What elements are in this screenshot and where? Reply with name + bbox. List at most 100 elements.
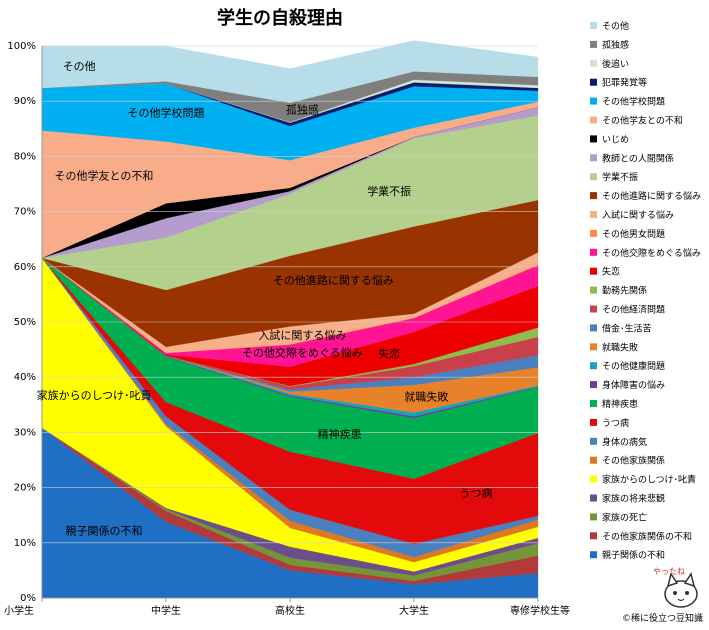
area-label-series-7: うつ病 xyxy=(460,486,493,500)
legend-label: 精神疾患 xyxy=(602,398,638,410)
legend-swatch xyxy=(590,135,597,143)
legend-item: 学業不振 xyxy=(590,171,638,183)
legend-swatch xyxy=(590,513,597,521)
area-label-series-20: 学業不振 xyxy=(367,184,411,198)
legend-swatch xyxy=(590,267,597,275)
legend-swatch xyxy=(590,343,597,351)
y-tick-label: 90% xyxy=(14,96,36,107)
legend-label: その他進路に関する悩み xyxy=(602,190,701,202)
legend-swatch xyxy=(590,97,597,105)
legend-item: 勤務先関係 xyxy=(590,285,647,297)
legend-swatch xyxy=(590,154,597,162)
legend-label: 学業不振 xyxy=(602,171,638,183)
legend-item: 家族の将来悲観 xyxy=(590,493,665,505)
legend-swatch xyxy=(590,211,597,218)
legend-label: 家族の将来悲観 xyxy=(602,493,665,505)
legend-label: その他家族関係 xyxy=(602,455,665,467)
area-label-series-24: その他学校問題 xyxy=(128,106,205,120)
legend-swatch xyxy=(590,59,597,67)
legend-item: 精神疾患 xyxy=(590,398,638,410)
legend-swatch xyxy=(590,324,597,332)
legend-swatch xyxy=(590,229,597,237)
legend-swatch xyxy=(590,456,597,464)
legend-swatch xyxy=(590,400,597,407)
legend-swatch xyxy=(590,305,597,313)
area-label-series-15: 失恋 xyxy=(378,347,400,361)
axes: 0% 10% 20% 30% 40% 50% 60% 70% 80% 90% 100% 小学生 中学生 高… xyxy=(4,41,570,617)
legend-label: いじめ xyxy=(602,134,629,145)
y-tick-label: 20% xyxy=(14,483,36,494)
legend-item: その他学校問題 xyxy=(590,96,665,108)
legend-label: 就職失敗 xyxy=(602,341,638,353)
area-label-series-27: 孤独感 xyxy=(286,104,319,117)
legend-swatch xyxy=(590,362,597,370)
legend-item: 孤独感 xyxy=(590,39,629,51)
legend-item: 身体障害の悩み xyxy=(590,379,665,391)
legend-label: 犯罪発覚等 xyxy=(602,77,647,89)
area-label-series-8: 精神疾患 xyxy=(318,427,362,441)
legend-label: 身体障害の悩み xyxy=(602,379,665,391)
legend-swatch xyxy=(590,40,597,48)
area-series-28 xyxy=(41,40,539,104)
legend: その他孤独感後追い犯罪発覚等その他学校問題その他学友との不和いじめ教師との人間関… xyxy=(590,20,701,561)
legend-item: その他家族関係 xyxy=(590,455,665,467)
legend-item: 失恋 xyxy=(590,266,620,278)
y-tick-label: 0% xyxy=(20,593,36,604)
legend-swatch xyxy=(590,248,597,256)
legend-label: 入試に関する悩み xyxy=(602,209,674,221)
x-tick-label: 小学生 xyxy=(4,604,34,617)
legend-swatch xyxy=(590,173,597,181)
chart-title: 学生の自殺理由 xyxy=(217,8,343,29)
legend-label: 教師との人間関係 xyxy=(602,152,674,164)
area-label-series-0: 親子関係の不和 xyxy=(66,524,143,537)
area-label-series-23: その他学友との不和 xyxy=(55,169,154,183)
legend-swatch xyxy=(590,78,597,86)
legend-item: いじめ xyxy=(590,134,629,145)
legend-swatch xyxy=(590,418,597,426)
legend-swatch xyxy=(590,494,597,502)
legend-swatch xyxy=(590,22,597,29)
area-layers xyxy=(41,40,539,599)
x-tick-label: 高校生 xyxy=(275,604,305,617)
area-label-series-4: 家族からのしつけ･叱責 xyxy=(37,388,152,402)
x-tick-label: 中学生 xyxy=(151,604,181,617)
legend-label: 孤独感 xyxy=(602,39,629,51)
legend-item: 家族の死亡 xyxy=(590,511,647,523)
legend-label: その他男女問題 xyxy=(602,228,665,240)
legend-label: うつ病 xyxy=(602,417,629,429)
legend-item: 身体の病気 xyxy=(590,436,647,448)
legend-item: その他学友との不和 xyxy=(590,115,683,127)
legend-item: その他男女問題 xyxy=(590,228,665,240)
y-tick-label: 100% xyxy=(7,41,36,52)
legend-label: その他経済問題 xyxy=(602,304,665,316)
legend-swatch xyxy=(590,381,597,389)
legend-item: 犯罪発覚等 xyxy=(590,77,647,89)
legend-label: その他学友との不和 xyxy=(602,115,683,127)
legend-item: 教師との人間関係 xyxy=(590,152,674,164)
x-tick-label: 大学生 xyxy=(399,604,429,617)
area-label-series-16: その他交際をめぐる悩み xyxy=(242,346,363,360)
legend-swatch xyxy=(590,551,597,559)
area-label-series-19: その他進路に関する悩み xyxy=(273,273,394,287)
mascot-icon: やったね xyxy=(651,564,701,610)
legend-item: その他 xyxy=(590,20,629,32)
y-tick-label: 70% xyxy=(14,207,36,218)
y-tick-label: 30% xyxy=(14,427,36,438)
credit-text: ©稀に役立つ豆知識 xyxy=(621,614,703,624)
y-tick-label: 40% xyxy=(14,372,36,383)
legend-label: 後追い xyxy=(602,58,629,70)
legend-item: その他進路に関する悩み xyxy=(590,190,701,202)
area-label-series-18: 入試に関する悩み xyxy=(258,328,346,342)
legend-item: うつ病 xyxy=(590,417,629,429)
legend-item: その他経済問題 xyxy=(590,304,665,316)
y-tick-label: 80% xyxy=(14,151,36,162)
legend-item: 親子関係の不和 xyxy=(590,549,665,561)
area-label-series-28: その他 xyxy=(63,60,96,73)
legend-label: 親子関係の不和 xyxy=(602,549,665,561)
legend-item: その他家族関係の不和 xyxy=(590,530,692,542)
legend-swatch xyxy=(590,192,597,200)
y-tick-label: 10% xyxy=(14,538,36,549)
legend-label: 家族からのしつけ･叱責 xyxy=(602,474,696,486)
legend-label: 借金･生活苦 xyxy=(602,322,652,334)
